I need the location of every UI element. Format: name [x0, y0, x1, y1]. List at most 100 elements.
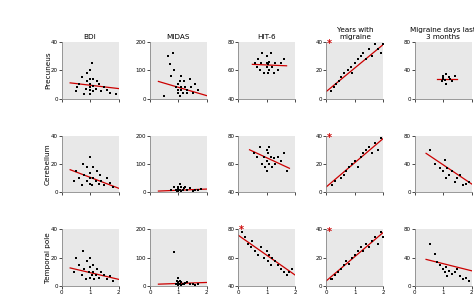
Point — [89, 89, 97, 94]
Point — [247, 244, 255, 249]
Point — [72, 89, 80, 94]
Point — [78, 75, 85, 80]
Point — [177, 280, 185, 285]
Point — [177, 184, 185, 189]
Point — [248, 238, 256, 243]
Point — [439, 75, 447, 80]
Point — [173, 188, 181, 193]
Point — [174, 280, 182, 285]
Point — [86, 85, 94, 90]
Point — [263, 65, 270, 70]
Point — [93, 267, 101, 272]
Point — [189, 188, 196, 193]
Point — [267, 154, 275, 159]
Point — [264, 71, 272, 75]
Point — [374, 241, 382, 246]
Point — [348, 256, 356, 261]
Point — [174, 184, 182, 189]
Point — [251, 60, 259, 65]
Point — [439, 169, 447, 174]
Point — [89, 83, 97, 88]
Point — [337, 75, 345, 80]
Point — [257, 244, 264, 249]
Point — [431, 161, 438, 166]
Point — [86, 256, 94, 261]
Point — [263, 53, 270, 58]
Point — [365, 244, 373, 249]
Point — [377, 230, 384, 235]
Point — [328, 183, 336, 188]
Point — [72, 169, 80, 174]
Text: *: * — [239, 225, 244, 235]
Point — [448, 271, 456, 276]
Point — [462, 181, 470, 186]
Point — [280, 270, 288, 275]
Point — [91, 277, 98, 282]
Point — [174, 186, 182, 191]
Point — [347, 65, 355, 70]
Point — [374, 147, 382, 152]
Point — [330, 85, 337, 90]
Point — [441, 158, 448, 163]
Point — [112, 92, 119, 97]
Point — [434, 259, 441, 264]
Point — [264, 258, 272, 263]
Point — [251, 248, 259, 253]
Point — [263, 147, 270, 152]
Point — [194, 282, 202, 287]
Y-axis label: Precuneus: Precuneus — [45, 51, 51, 89]
Text: *: * — [327, 227, 332, 237]
Point — [269, 164, 276, 169]
Point — [86, 82, 94, 87]
Y-axis label: Temporal pole: Temporal pole — [45, 233, 51, 283]
Point — [106, 274, 114, 279]
Point — [183, 87, 191, 92]
Point — [78, 273, 85, 278]
Point — [254, 56, 262, 61]
Point — [277, 60, 285, 65]
Point — [75, 263, 82, 268]
Point — [81, 92, 88, 97]
Point — [266, 59, 273, 64]
Title: MIDAS: MIDAS — [166, 34, 190, 40]
Point — [261, 164, 269, 169]
Point — [160, 93, 168, 98]
Point — [257, 60, 264, 65]
Point — [264, 62, 272, 67]
Point — [277, 267, 285, 272]
Point — [368, 238, 376, 243]
Point — [333, 82, 340, 87]
Point — [334, 270, 342, 275]
Point — [331, 179, 339, 184]
Point — [86, 92, 94, 97]
Text: *: * — [327, 39, 332, 49]
Point — [451, 73, 458, 78]
Point — [266, 161, 273, 166]
Point — [75, 176, 82, 181]
Point — [264, 150, 272, 155]
Point — [456, 273, 464, 278]
Point — [266, 144, 273, 149]
Point — [100, 273, 108, 278]
Point — [103, 87, 111, 92]
Point — [186, 186, 193, 191]
Point — [83, 164, 91, 169]
Title: Migraine days last
3 months: Migraine days last 3 months — [410, 27, 474, 40]
Point — [441, 78, 448, 83]
Point — [83, 79, 91, 84]
Point — [241, 234, 249, 239]
Point — [465, 278, 473, 283]
Point — [253, 154, 260, 159]
Point — [177, 282, 185, 287]
Point — [174, 188, 182, 193]
Point — [272, 60, 279, 65]
Point — [244, 241, 252, 246]
Point — [340, 263, 347, 268]
Point — [186, 282, 193, 287]
Point — [79, 161, 87, 166]
Point — [194, 87, 202, 92]
Point — [363, 241, 370, 246]
Point — [255, 144, 263, 149]
Point — [174, 281, 182, 286]
Point — [254, 253, 262, 257]
